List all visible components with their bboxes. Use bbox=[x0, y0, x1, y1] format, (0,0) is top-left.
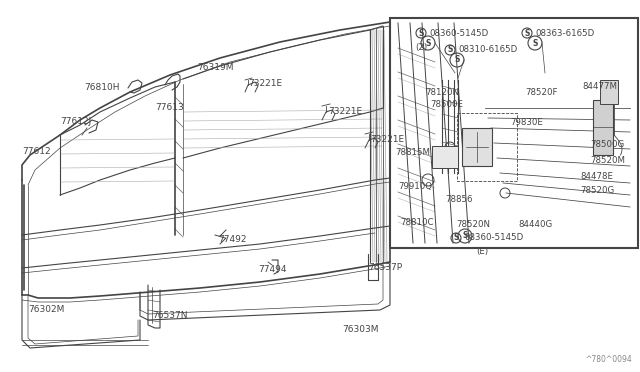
Text: 08363-6165D: 08363-6165D bbox=[535, 29, 595, 38]
Text: 08360-5145D: 08360-5145D bbox=[429, 29, 488, 38]
Text: 79830E: 79830E bbox=[510, 118, 543, 127]
Text: 73221E: 73221E bbox=[328, 108, 362, 116]
Bar bbox=[390, 18, 638, 248]
Text: 84478E: 84478E bbox=[580, 172, 613, 181]
Text: 78520G: 78520G bbox=[580, 186, 614, 195]
Text: 77494: 77494 bbox=[258, 266, 287, 275]
Text: S: S bbox=[524, 29, 530, 38]
Text: 76303M: 76303M bbox=[342, 326, 378, 334]
Text: 73221E: 73221E bbox=[370, 135, 404, 144]
Text: 78500G: 78500G bbox=[590, 140, 624, 149]
Text: S: S bbox=[419, 29, 424, 38]
Bar bbox=[593, 100, 613, 155]
Bar bbox=[600, 80, 618, 104]
Bar bbox=[462, 128, 492, 166]
Text: 78856: 78856 bbox=[445, 195, 472, 204]
Text: 78500E: 78500E bbox=[430, 100, 463, 109]
Bar bbox=[457, 113, 517, 181]
Text: 73221E: 73221E bbox=[248, 78, 282, 87]
Text: 76302M: 76302M bbox=[28, 305, 65, 314]
Text: S: S bbox=[453, 234, 459, 243]
Text: 79910Q: 79910Q bbox=[398, 182, 432, 191]
Text: ^780^0094: ^780^0094 bbox=[585, 355, 632, 364]
Text: 77612: 77612 bbox=[22, 148, 51, 157]
Text: 77613: 77613 bbox=[155, 103, 184, 112]
Text: 84477M: 84477M bbox=[582, 82, 617, 91]
Text: S: S bbox=[532, 38, 538, 48]
Text: 78520M: 78520M bbox=[590, 156, 625, 165]
Text: 78120N: 78120N bbox=[425, 88, 459, 97]
Text: 84440G: 84440G bbox=[518, 220, 552, 229]
Text: 77612J: 77612J bbox=[60, 118, 92, 126]
Bar bbox=[432, 146, 458, 168]
Text: 08310-6165D: 08310-6165D bbox=[458, 45, 517, 55]
Text: 76810H: 76810H bbox=[84, 83, 120, 93]
Text: (E): (E) bbox=[476, 247, 488, 256]
Text: 76537P: 76537P bbox=[368, 263, 402, 273]
Text: 78810C: 78810C bbox=[400, 218, 433, 227]
Text: S: S bbox=[462, 231, 468, 241]
Text: 76537N: 76537N bbox=[152, 311, 188, 321]
Text: S: S bbox=[426, 38, 431, 48]
Text: S: S bbox=[454, 55, 460, 64]
Text: 77492: 77492 bbox=[218, 235, 246, 244]
Text: 08360-5145D: 08360-5145D bbox=[464, 234, 524, 243]
Text: 78520F: 78520F bbox=[525, 88, 557, 97]
Text: (2): (2) bbox=[415, 43, 427, 52]
Text: 78815M: 78815M bbox=[395, 148, 430, 157]
Text: 78520N: 78520N bbox=[456, 220, 490, 229]
Text: 76319M: 76319M bbox=[197, 64, 234, 73]
Text: S: S bbox=[447, 45, 452, 55]
